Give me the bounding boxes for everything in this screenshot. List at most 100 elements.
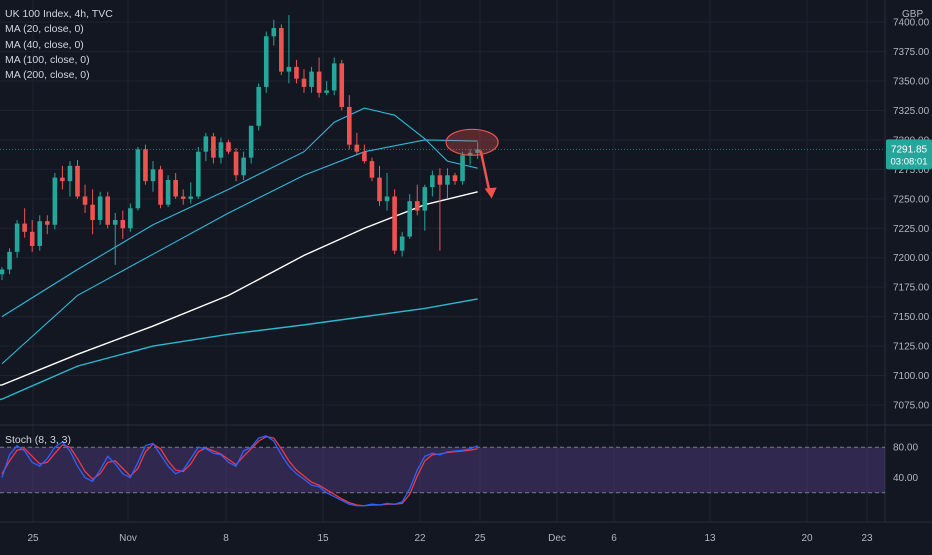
candle-body bbox=[45, 221, 50, 225]
y-tick-label: 7175.00 bbox=[893, 283, 930, 294]
x-tick-label: 23 bbox=[861, 533, 873, 544]
candle-body bbox=[294, 66, 299, 79]
candle-body bbox=[97, 196, 103, 221]
candle-body bbox=[188, 196, 194, 199]
y-tick-label: 7275.00 bbox=[893, 165, 930, 176]
x-tick-label: 8 bbox=[223, 533, 229, 544]
candle-body bbox=[0, 269, 5, 275]
x-tick-label: 6 bbox=[611, 533, 617, 544]
candle-body bbox=[430, 175, 435, 188]
x-tick-label: 22 bbox=[414, 533, 426, 544]
candle-body bbox=[218, 142, 224, 158]
stoch-d-line bbox=[1, 435, 478, 507]
legend-ma100[interactable]: MA (100, close, 0) bbox=[5, 53, 90, 66]
x-tick-label: 20 bbox=[801, 533, 813, 544]
x-tick-label: 25 bbox=[27, 533, 39, 544]
y-tick-label: 7100.00 bbox=[893, 371, 930, 382]
y-tick-label: 7375.00 bbox=[893, 47, 930, 58]
stoch-upper-label: 80.00 bbox=[893, 443, 918, 454]
candle-body bbox=[362, 151, 367, 162]
candle-body bbox=[316, 71, 322, 93]
x-tick-label: 25 bbox=[474, 533, 486, 544]
y-tick-label: 7150.00 bbox=[893, 312, 930, 323]
price-tag-value: 7291.85 bbox=[891, 144, 928, 155]
candle-body bbox=[226, 142, 231, 152]
candle-body bbox=[233, 151, 239, 176]
candle-body bbox=[301, 78, 307, 87]
candle-body bbox=[241, 157, 246, 176]
y-tick-label: 7200.00 bbox=[893, 253, 930, 264]
y-tick-label: 7075.00 bbox=[893, 400, 930, 411]
candle-body bbox=[377, 177, 382, 202]
x-tick-label: 15 bbox=[317, 533, 329, 544]
candle-body bbox=[82, 196, 88, 205]
candle-body bbox=[475, 149, 480, 153]
candle-body bbox=[324, 90, 329, 93]
stoch-k-line bbox=[1, 435, 478, 507]
candle-body bbox=[7, 251, 12, 270]
legend-title[interactable]: UK 100 Index, 4h, TVC bbox=[5, 8, 113, 20]
stoch-lower-label: 40.00 bbox=[893, 473, 918, 484]
candle-body bbox=[437, 175, 443, 185]
legend-ma40[interactable]: MA (40, close, 0) bbox=[5, 38, 84, 51]
candle-body bbox=[460, 155, 465, 182]
down-arrow-shaft bbox=[479, 150, 491, 193]
candle-body bbox=[60, 177, 65, 182]
candle-body bbox=[128, 208, 133, 229]
candle-body bbox=[309, 71, 314, 87]
candle-body bbox=[369, 161, 375, 178]
candle-body bbox=[75, 165, 80, 197]
candle-body bbox=[22, 223, 27, 232]
candle-body bbox=[173, 179, 178, 197]
candle-body bbox=[143, 149, 148, 182]
candle-body bbox=[14, 223, 20, 252]
x-tick-label: Dec bbox=[548, 533, 566, 544]
candle-body bbox=[248, 125, 254, 158]
currency-label: GBP bbox=[902, 9, 923, 20]
candle-body bbox=[399, 236, 405, 251]
candle-body bbox=[279, 28, 284, 72]
candle-body bbox=[339, 63, 345, 107]
candle-body bbox=[29, 231, 35, 246]
candles-group bbox=[0, 15, 480, 281]
candle-body bbox=[286, 66, 292, 72]
candle-body bbox=[414, 201, 420, 211]
legend-ma200[interactable]: MA (200, close, 0) bbox=[5, 69, 90, 82]
y-tick-label: 7350.00 bbox=[893, 77, 930, 88]
candle-body bbox=[120, 220, 126, 229]
x-tick-label: Nov bbox=[119, 533, 137, 544]
candle-body bbox=[158, 169, 163, 205]
legend: UK 100 Index, 4h, TVC MA (20, close, 0) … bbox=[5, 7, 113, 83]
y-tick-label: 7125.00 bbox=[893, 342, 930, 353]
y-tick-label: 7325.00 bbox=[893, 106, 930, 117]
x-tick-label: 13 bbox=[704, 533, 716, 544]
candle-body bbox=[165, 179, 171, 205]
ma100-line bbox=[0, 191, 478, 386]
candle-body bbox=[392, 196, 397, 251]
ma20-line bbox=[1, 107, 478, 318]
y-tick-label: 7250.00 bbox=[893, 194, 930, 205]
candle-body bbox=[422, 187, 428, 211]
legend-ma20[interactable]: MA (20, close, 0) bbox=[5, 23, 84, 36]
down-arrow-head bbox=[484, 187, 497, 199]
price-tag-bg bbox=[886, 139, 932, 170]
candle-body bbox=[90, 204, 95, 221]
candle-body bbox=[105, 196, 110, 225]
candle-body bbox=[467, 152, 473, 156]
candle-body bbox=[180, 196, 186, 199]
candle-body bbox=[445, 175, 450, 185]
stoch-legend[interactable]: Stoch (8, 3, 3) bbox=[5, 434, 71, 446]
candle-body bbox=[150, 169, 156, 182]
candle-body bbox=[196, 151, 201, 197]
candle-body bbox=[263, 36, 269, 87]
y-tick-label: 7400.00 bbox=[893, 18, 930, 29]
candle-body bbox=[67, 165, 73, 182]
candle-body bbox=[37, 221, 43, 246]
candle-body bbox=[135, 149, 141, 209]
price-tag-countdown: 03:08:01 bbox=[891, 156, 928, 167]
ma200-line bbox=[0, 298, 478, 401]
